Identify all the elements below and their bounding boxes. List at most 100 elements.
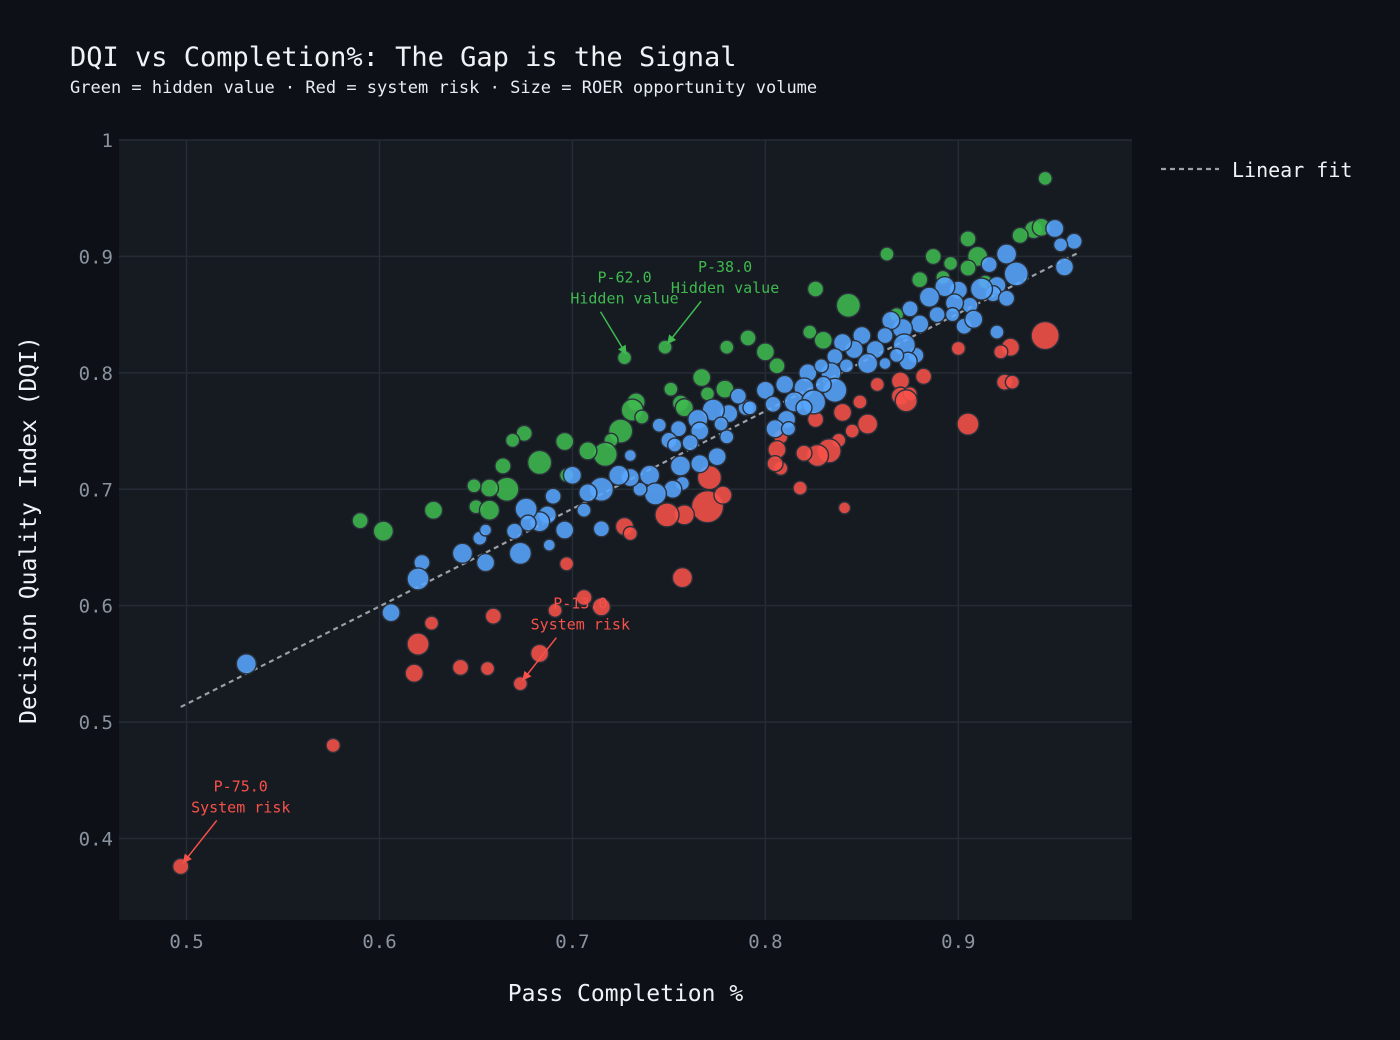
- data-point-blue: [928, 305, 946, 324]
- data-point-red: [852, 394, 868, 410]
- data-point-blue: [1052, 237, 1069, 253]
- data-point-blue: [918, 286, 941, 308]
- x-axis-title: Pass Completion %: [508, 981, 744, 1007]
- chart-subtitle: Green = hidden value · Red = system risk…: [70, 78, 818, 98]
- data-point-blue: [1045, 218, 1065, 239]
- data-point-green: [351, 511, 369, 530]
- y-axis-title: Decision Quality Index (DQI): [16, 336, 42, 724]
- data-point-blue: [832, 332, 853, 353]
- data-point-green: [755, 342, 776, 362]
- data-point-blue: [764, 395, 782, 413]
- data-point-blue: [813, 358, 830, 374]
- data-point-blue: [838, 358, 855, 374]
- data-point-blue: [774, 374, 795, 395]
- annotation-label: P-62.0: [597, 269, 651, 287]
- data-point-blue: [795, 399, 813, 417]
- data-point-green: [555, 431, 575, 452]
- data-point-green: [526, 449, 553, 476]
- data-point-green: [423, 500, 444, 520]
- legend[interactable]: Linear fit: [1161, 158, 1352, 182]
- data-point-blue: [478, 523, 493, 537]
- data-point-green: [719, 339, 735, 355]
- y-tick-label: 0.6: [79, 596, 113, 618]
- data-point-red: [1004, 374, 1021, 390]
- data-point-red: [654, 502, 680, 528]
- data-point-red: [558, 556, 575, 572]
- data-point-blue: [235, 653, 258, 675]
- data-point-red: [856, 413, 879, 435]
- data-point-red: [844, 423, 860, 439]
- data-point-red: [529, 643, 550, 664]
- data-point-blue: [451, 542, 474, 564]
- data-point-red: [832, 402, 853, 423]
- data-point-red: [993, 344, 1009, 360]
- data-point-blue: [901, 300, 919, 318]
- data-point-green: [578, 441, 598, 461]
- data-point-blue: [578, 483, 598, 503]
- data-point-green: [835, 292, 862, 319]
- data-point-blue: [651, 417, 667, 433]
- data-point-blue: [742, 400, 758, 416]
- data-point-blue: [592, 520, 611, 538]
- x-tick-label: 0.5: [169, 931, 203, 953]
- data-point-blue: [881, 310, 901, 331]
- data-point-green: [806, 280, 825, 298]
- data-point-blue: [505, 522, 524, 540]
- data-point-red: [484, 607, 503, 625]
- data-point-blue: [878, 356, 892, 371]
- data-point-blue: [910, 314, 930, 334]
- data-point-blue: [1054, 257, 1075, 277]
- data-point-blue: [562, 465, 583, 485]
- data-point-blue: [1003, 261, 1029, 287]
- data-point-green: [942, 255, 959, 272]
- data-point-green: [1037, 170, 1053, 187]
- data-point-red: [404, 663, 424, 683]
- data-point-red: [479, 660, 496, 677]
- data-point-green: [924, 247, 942, 266]
- data-point-blue: [719, 429, 735, 445]
- data-point-red: [512, 675, 529, 692]
- annotation-note: System risk: [191, 798, 290, 816]
- data-point-blue: [643, 482, 668, 506]
- data-point-red: [792, 480, 808, 496]
- data-point-red: [713, 485, 733, 505]
- data-point-red: [547, 602, 563, 619]
- data-point-blue: [969, 277, 994, 301]
- data-point-blue: [997, 289, 1016, 308]
- y-tick-label: 0.4: [79, 829, 113, 851]
- chart-title: DQI vs Completion%: The Gap is the Signa…: [70, 42, 737, 73]
- data-point-green: [478, 499, 501, 521]
- data-point-blue: [475, 552, 496, 573]
- data-point-blue: [876, 326, 894, 345]
- annotation-label: P-13.0: [553, 595, 607, 613]
- data-point-green: [959, 230, 977, 248]
- x-tick-label: 0.6: [362, 931, 396, 953]
- data-point-blue: [989, 324, 1005, 340]
- annotation-arrowhead: [618, 344, 627, 355]
- data-point-blue: [544, 487, 562, 505]
- data-point-blue: [632, 481, 648, 497]
- data-point-red: [869, 376, 886, 393]
- data-point-red: [894, 389, 918, 413]
- data-point-red: [325, 737, 341, 754]
- data-point-green: [739, 329, 757, 347]
- data-point-blue: [707, 446, 727, 467]
- y-tick-label: 0.8: [79, 363, 113, 385]
- data-point-green: [657, 339, 673, 355]
- data-point-blue: [814, 375, 832, 394]
- data-point-blue: [780, 421, 797, 437]
- annotation-label: P-75.0: [214, 777, 268, 795]
- annotation-arrow: [521, 637, 557, 682]
- legend-fit-line-label: Linear fit: [1232, 158, 1352, 182]
- data-point-blue: [690, 453, 710, 474]
- data-point-blue: [995, 243, 1018, 265]
- x-tick-label: 0.8: [748, 931, 782, 953]
- data-point-blue: [381, 602, 401, 623]
- y-tick-label: 0.7: [79, 479, 113, 501]
- x-tick-label: 0.9: [941, 931, 975, 953]
- data-point-blue: [519, 514, 537, 532]
- x-tick-label: 0.7: [555, 931, 589, 953]
- data-point-blue: [888, 347, 905, 364]
- data-point-red: [1030, 320, 1060, 351]
